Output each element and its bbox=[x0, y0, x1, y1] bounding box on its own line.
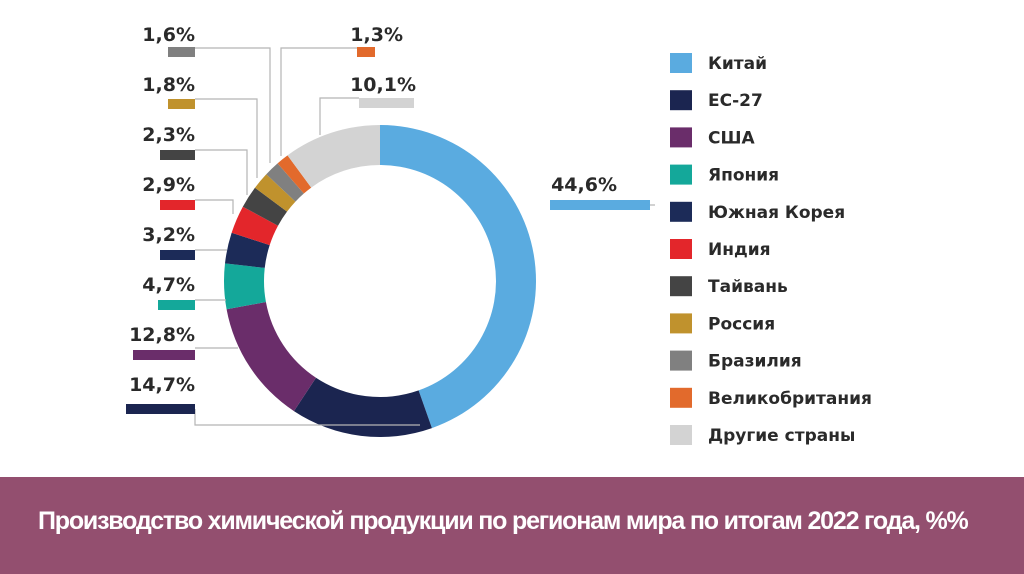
leader-line bbox=[194, 409, 420, 426]
donut-segment bbox=[242, 187, 288, 226]
donut-segment bbox=[277, 155, 312, 194]
data-label: 10,1% bbox=[350, 74, 416, 96]
legend-swatch bbox=[670, 387, 692, 408]
data-label: 12,8% bbox=[129, 324, 195, 346]
legend-item: Великобритания bbox=[670, 387, 872, 409]
legend-swatch bbox=[670, 164, 692, 185]
donut-segment bbox=[380, 125, 537, 429]
legend-item: Бразилия bbox=[670, 350, 802, 372]
donut-segment bbox=[254, 174, 296, 212]
label-swatch bbox=[160, 150, 195, 160]
leader-line bbox=[319, 97, 359, 135]
legend-label: Россия bbox=[708, 314, 775, 334]
label-swatch bbox=[126, 404, 195, 414]
data-label: 44,6% bbox=[551, 174, 617, 196]
legend-swatch bbox=[670, 350, 692, 371]
legend-label: Бразилия bbox=[708, 352, 802, 372]
donut-segment bbox=[224, 263, 266, 310]
leader-line bbox=[195, 199, 234, 214]
label-swatch bbox=[133, 350, 195, 360]
legend-swatch bbox=[670, 276, 692, 297]
leader-line bbox=[195, 47, 271, 163]
label-swatch bbox=[168, 47, 195, 57]
data-label: 1,6% bbox=[142, 24, 195, 46]
donut-segment bbox=[226, 302, 317, 412]
legend-swatch bbox=[670, 425, 692, 445]
legend-label: Южная Корея bbox=[708, 203, 845, 223]
legend-item: ЕС-27 bbox=[670, 90, 763, 111]
donut-chart: 44,6% 14,7% 12,8% 4,7% 3,2% 2,9% 2,3% 1,8% 1,6% 1… bbox=[126, 24, 872, 446]
donut-segment bbox=[287, 125, 380, 188]
legend-item: Другие страны bbox=[670, 425, 855, 446]
legend-swatch bbox=[670, 313, 692, 334]
data-label: 3,2% bbox=[142, 224, 195, 246]
donut-segment bbox=[231, 206, 278, 246]
legend-label: ЕС-27 bbox=[708, 91, 763, 111]
legend-label: Китай bbox=[708, 54, 767, 74]
legend-item: Россия bbox=[670, 313, 775, 334]
legend-swatch bbox=[670, 90, 692, 111]
data-label: 4,7% bbox=[142, 274, 195, 296]
chart-title: Производство химической продукции по рег… bbox=[38, 507, 969, 535]
legend-swatch bbox=[670, 127, 692, 148]
legend-label: Тайвань bbox=[708, 277, 788, 297]
legend-item: США bbox=[670, 127, 755, 148]
label-swatch bbox=[550, 200, 650, 210]
legend-label: Великобритания bbox=[708, 389, 872, 409]
label-swatch bbox=[158, 300, 195, 310]
legend-label: США bbox=[708, 128, 755, 148]
label-swatch bbox=[359, 98, 414, 108]
legend-label: Япония bbox=[708, 166, 779, 186]
legend-item: Китай bbox=[670, 53, 767, 74]
leader-line bbox=[195, 98, 258, 178]
legend-item: Япония bbox=[670, 164, 779, 186]
leader-line bbox=[280, 47, 357, 156]
title-banner: Производство химической продукции по рег… bbox=[0, 477, 1024, 574]
donut-segment bbox=[293, 377, 432, 437]
legend-label: Индия bbox=[708, 240, 771, 260]
donut-segment bbox=[266, 163, 304, 202]
data-label: 14,7% bbox=[129, 374, 195, 396]
data-label: 2,3% bbox=[142, 124, 195, 146]
leader-line bbox=[195, 149, 248, 195]
legend-swatch bbox=[670, 53, 692, 73]
donut-segment bbox=[224, 232, 270, 268]
label-swatch bbox=[160, 250, 195, 260]
data-label: 1,8% bbox=[142, 74, 195, 96]
legend-item: Южная Корея bbox=[670, 201, 845, 223]
legend-label: Другие страны bbox=[708, 426, 855, 446]
label-swatch bbox=[168, 99, 195, 109]
legend-swatch bbox=[670, 239, 692, 259]
data-label: 2,9% bbox=[142, 174, 195, 196]
legend-swatch bbox=[670, 201, 692, 222]
legend-item: Тайвань bbox=[670, 276, 788, 297]
label-swatch bbox=[357, 47, 375, 57]
legend-item: Индия bbox=[670, 239, 771, 260]
data-label: 1,3% bbox=[350, 24, 403, 46]
label-swatch bbox=[160, 200, 195, 210]
